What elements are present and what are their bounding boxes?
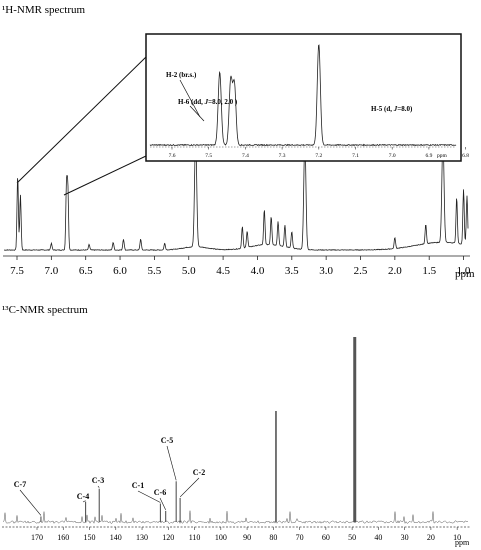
c-nmr-peak-label: C-3 xyxy=(92,476,104,485)
inset-x-ticks: 7.6 7.5 7.4 7.3 7.2 7.1 7.0 6.9 6.8 xyxy=(169,147,469,159)
inset-tick-label: 7.4 xyxy=(242,153,249,159)
inset-tick-label: 7.3 xyxy=(279,153,286,159)
c-nmr-tick-label: 150 xyxy=(84,533,96,542)
h-nmr-tick-label: 3.0 xyxy=(319,265,333,277)
c-nmr-tick-label: 30 xyxy=(401,533,409,542)
c-nmr-label-leader xyxy=(137,490,161,503)
c-nmr-tick-label: 100 xyxy=(215,533,227,542)
inset-tick-label: 7.2 xyxy=(315,153,322,159)
inset-x-label: ppm xyxy=(437,153,448,159)
c-nmr-title: ¹³C-NMR spectrum xyxy=(2,304,88,316)
c-nmr-tick-label: 90 xyxy=(243,533,251,542)
inset-spectrum-line xyxy=(149,44,457,147)
annotation-h2-pointer xyxy=(179,79,201,118)
c-nmr-peak xyxy=(175,481,177,522)
c-nmr-tick-label: 170 xyxy=(31,533,43,542)
h-nmr-tick-label: 4.0 xyxy=(251,265,265,277)
h-nmr-tick-label: 5.5 xyxy=(148,265,162,277)
c-nmr-tick-label: 20 xyxy=(427,533,435,542)
c-nmr-peak xyxy=(85,501,87,522)
c-nmr-tick-label: 120 xyxy=(162,533,174,542)
inset-tick-label: 7.6 xyxy=(169,153,176,159)
h-nmr-tick-label: 1.5 xyxy=(422,265,436,277)
c-nmr-peak-label: C-4 xyxy=(77,492,89,501)
h-nmr-tick-label: 7.0 xyxy=(44,265,58,277)
annotation-h2: H-2 (br.s.) xyxy=(166,71,197,79)
c-nmr-peak-label: C-5 xyxy=(161,436,173,445)
c-nmr-peaks xyxy=(40,337,357,522)
c-nmr-baseline-noise xyxy=(2,510,469,525)
c-nmr-label-leader xyxy=(159,497,166,511)
h-nmr-tick-label: 7.5 xyxy=(10,265,24,277)
c-nmr-x-label: ppm xyxy=(455,538,470,547)
annotation-h6-pointer xyxy=(189,105,205,122)
inset-tick-label: 7.5 xyxy=(205,153,212,159)
c-nmr-label-leader xyxy=(179,477,200,498)
inset-frame xyxy=(145,33,462,162)
inset-tick-label: 7.1 xyxy=(352,153,359,159)
c-nmr-peak-labels: C-7 C-4C-3 C-1 C-6 C-5 C-2 xyxy=(14,436,205,516)
inset-tick-label: 7.0 xyxy=(389,153,396,159)
annotation-h6: H-6 (dd, J=8.0, 2.0 ) xyxy=(178,98,238,106)
c-nmr-peak xyxy=(98,488,100,522)
c-nmr-x-ticks: 170 160 150 140 130 120 110 100 90 80 70 60 50 40 30 20… xyxy=(31,527,461,542)
h-nmr-panel: ¹H-NMR spectrum 7.5 7.0 6.5 6.0 5.5 5.0 4.5 4.0… xyxy=(2,4,475,280)
c-nmr-tick-label: 40 xyxy=(374,533,382,542)
c-nmr-peak xyxy=(353,337,357,522)
inset-tick-label: 6.8 xyxy=(462,153,469,159)
h-nmr-tick-label: 5.0 xyxy=(182,265,196,277)
c-nmr-peak xyxy=(275,411,277,522)
c-nmr-label-leader xyxy=(166,445,177,481)
c-nmr-label-leader xyxy=(97,485,100,488)
c-nmr-peak-label: C-7 xyxy=(14,480,26,489)
h-nmr-inset: 7.6 7.5 7.4 7.3 7.2 7.1 7.0 6.9 6.8 ppm H-2 (br.… xyxy=(145,33,469,162)
c-nmr-tick-label: 160 xyxy=(57,533,69,542)
c-nmr-peak-label: C-6 xyxy=(154,488,166,497)
h-nmr-x-ticks: 7.5 7.0 6.5 6.0 5.5 5.0 4.5 4.0 3.5 3.0 2.5 2.0 1.5 1… xyxy=(10,256,471,277)
c-nmr-label-leader xyxy=(82,500,86,503)
annotation-h5: H-5 (d, J=8.0) xyxy=(371,105,413,113)
c-nmr-tick-label: 70 xyxy=(296,533,304,542)
c-nmr-tick-label: 60 xyxy=(322,533,330,542)
h-nmr-spectrum-line xyxy=(4,137,469,251)
c-nmr-peak xyxy=(165,510,167,522)
zoom-leader-left xyxy=(16,56,147,184)
c-nmr-tick-label: 140 xyxy=(110,533,122,542)
c-nmr-tick-label: 10 xyxy=(453,533,461,542)
c-nmr-peak-label: C-2 xyxy=(193,468,205,477)
c-nmr-tick-label: 50 xyxy=(348,533,356,542)
h-nmr-tick-label: 1.0 xyxy=(457,265,471,277)
c-nmr-peak-label: C-1 xyxy=(132,481,144,490)
h-nmr-tick-label: 6.0 xyxy=(113,265,127,277)
h-nmr-tick-label: 6.5 xyxy=(79,265,93,277)
h-nmr-tick-label: 4.5 xyxy=(216,265,230,277)
h-nmr-tick-label: 3.5 xyxy=(285,265,299,277)
h-nmr-tick-label: 2.0 xyxy=(388,265,402,277)
h-nmr-tick-label: 2.5 xyxy=(354,265,368,277)
c-nmr-tick-label: 130 xyxy=(136,533,148,542)
inset-tick-label: 6.9 xyxy=(425,153,432,159)
zoom-leader-right xyxy=(63,155,147,196)
c-nmr-label-leader xyxy=(19,489,42,516)
c-nmr-peak xyxy=(179,497,181,522)
c-nmr-peak xyxy=(159,503,161,522)
c-nmr-peak xyxy=(40,516,42,522)
h-nmr-x-label: ppm xyxy=(455,268,475,280)
c-nmr-tick-label: 80 xyxy=(269,533,277,542)
c-nmr-panel: ¹³C-NMR spectrum 170 160 150 140 130 120 110 10… xyxy=(2,304,470,547)
c-nmr-tick-label: 110 xyxy=(189,533,201,542)
h-nmr-title: ¹H-NMR spectrum xyxy=(2,4,85,16)
